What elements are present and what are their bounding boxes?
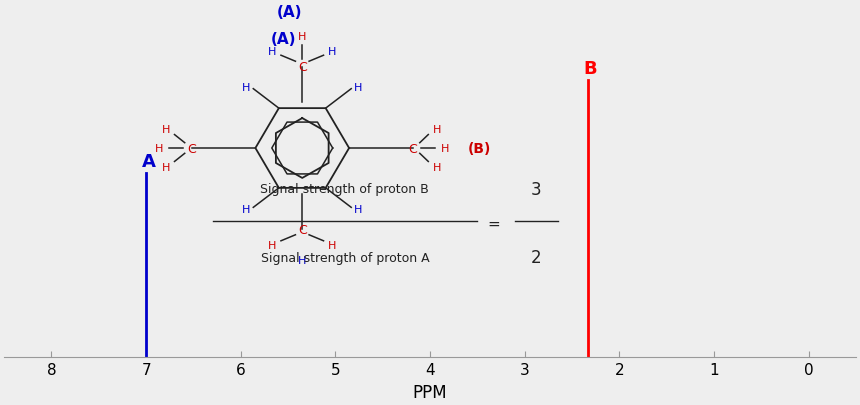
Text: B: B: [584, 60, 598, 78]
Text: Signal strength of proton B: Signal strength of proton B: [261, 182, 429, 195]
Text: C: C: [298, 224, 307, 237]
Text: H: H: [353, 205, 362, 215]
Text: Signal strength of proton A: Signal strength of proton A: [261, 252, 429, 264]
Text: H: H: [268, 241, 277, 251]
Text: 2: 2: [531, 248, 542, 266]
Text: 3: 3: [531, 181, 542, 198]
Text: H: H: [433, 163, 441, 173]
Text: C: C: [187, 142, 196, 155]
Text: H: H: [298, 32, 306, 43]
X-axis label: PPM: PPM: [413, 383, 447, 401]
Text: H: H: [268, 47, 277, 56]
Text: (A): (A): [277, 5, 302, 20]
Text: C: C: [408, 142, 417, 155]
Text: (A): (A): [271, 32, 296, 47]
Text: H: H: [433, 124, 441, 134]
Text: H: H: [328, 241, 336, 251]
Text: H: H: [243, 205, 250, 215]
Text: =: =: [488, 216, 501, 231]
Text: A: A: [142, 152, 156, 170]
Text: H: H: [155, 144, 163, 153]
Text: H: H: [243, 83, 250, 93]
Text: H: H: [328, 47, 336, 56]
Text: C: C: [298, 61, 307, 74]
Text: H: H: [353, 83, 362, 93]
Text: H: H: [298, 255, 306, 265]
Text: (B): (B): [468, 142, 491, 156]
Text: H: H: [162, 124, 170, 134]
Text: H: H: [162, 163, 170, 173]
Text: H: H: [441, 144, 450, 153]
